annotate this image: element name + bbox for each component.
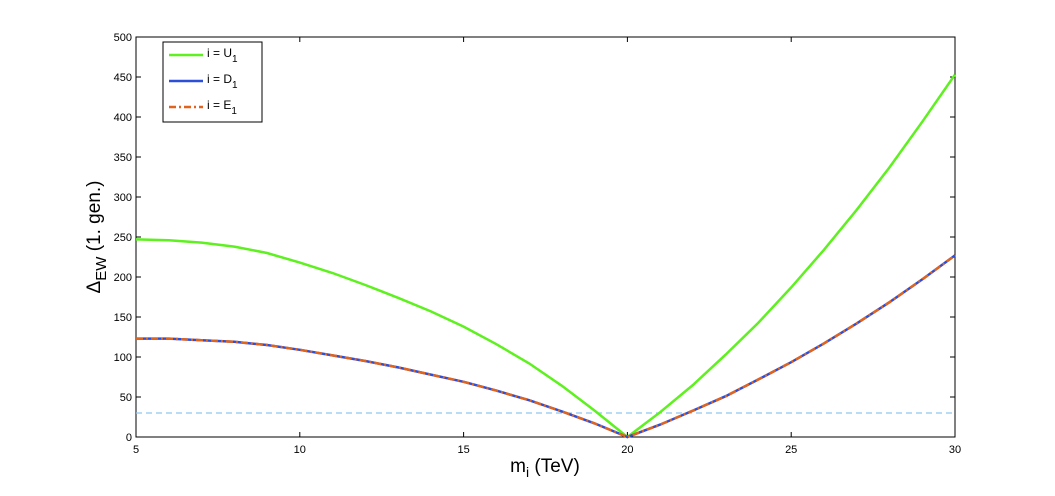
series-line [135, 73, 957, 439]
y-label-rest: (1. gen.) [84, 181, 105, 257]
x-label-sub: i [526, 464, 529, 480]
y-tick-label: 500 [114, 32, 132, 44]
legend-label-main: i = U [207, 46, 232, 60]
y-axis-label: ΔEW (1. gen.) [84, 181, 110, 294]
plot-area [135, 36, 956, 438]
legend-label: i = U1 [207, 46, 238, 65]
legend-label-sub: 1 [232, 80, 238, 91]
legend-label-sub: 1 [232, 54, 238, 65]
y-tick-label: 400 [114, 112, 132, 124]
y-tick-label: 50 [120, 392, 132, 404]
y-tick-label: 250 [114, 232, 132, 244]
legend-label-main: i = D [207, 72, 232, 86]
y-label-main: Δ [84, 280, 105, 293]
x-tick-label: 10 [294, 444, 306, 456]
series-line [136, 254, 956, 439]
y-label-sub: EW [93, 256, 110, 281]
x-tick-label: 15 [457, 444, 469, 456]
y-tick-label: 100 [114, 352, 132, 364]
x-label-main: m [510, 456, 526, 477]
x-axis-label: mi (TeV) [510, 456, 580, 480]
x-tick-label: 25 [785, 444, 797, 456]
y-tick-label: 350 [114, 152, 132, 164]
y-tick-label: 150 [114, 312, 132, 324]
legend-label: i = D1 [207, 72, 238, 91]
legend-label-sub: 1 [231, 106, 237, 117]
y-tick-label: 200 [114, 272, 132, 284]
x-tick-label: 30 [949, 444, 961, 456]
y-tick-label: 450 [114, 72, 132, 84]
x-tick-label: 5 [133, 444, 139, 456]
y-tick-label: 0 [126, 432, 132, 444]
legend-label-main: i = E [207, 98, 231, 112]
x-tick-label: 20 [621, 444, 633, 456]
x-label-rest: (TeV) [529, 456, 580, 477]
y-tick-label: 300 [114, 192, 132, 204]
legend-label: i = E1 [207, 98, 237, 117]
